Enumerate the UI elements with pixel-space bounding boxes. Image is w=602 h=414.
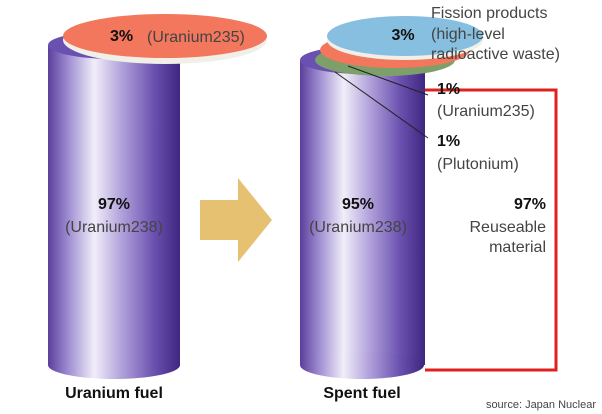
source: source: Japan Nuclear [486, 399, 596, 411]
reusable-label: material [489, 239, 546, 256]
fission-label: radioactive waste) [431, 46, 560, 63]
pu-label: (Plutonium) [437, 156, 519, 173]
u238-percent: 95% [342, 196, 374, 213]
u235-percent: 1% [437, 81, 460, 98]
reusable-percent: 97% [514, 196, 546, 213]
arrow [200, 178, 272, 262]
u238-percent: 97% [98, 196, 130, 213]
fission-label: (high-level [431, 26, 505, 43]
reusable-label: Reuseable [470, 219, 547, 236]
pointer [347, 65, 429, 96]
fission-percent: 3% [391, 27, 414, 44]
bracket [425, 88, 558, 372]
pointer [334, 71, 429, 139]
u238-label: (Uranium238) [309, 219, 407, 236]
pu-percent: 1% [437, 133, 460, 150]
u235-label: (Uranium235) [437, 103, 535, 120]
caption: Uranium fuel [65, 385, 163, 402]
u238-label: (Uranium238) [65, 219, 163, 236]
caption: Spent fuel [323, 385, 400, 402]
uranium-fuel-cylinder [48, 14, 267, 379]
fission-label: Fission products [431, 5, 548, 22]
spent-fuel-cylinder [300, 16, 483, 379]
u235-label: (Uranium235) [147, 29, 245, 46]
u235-percent: 3% [110, 28, 133, 45]
